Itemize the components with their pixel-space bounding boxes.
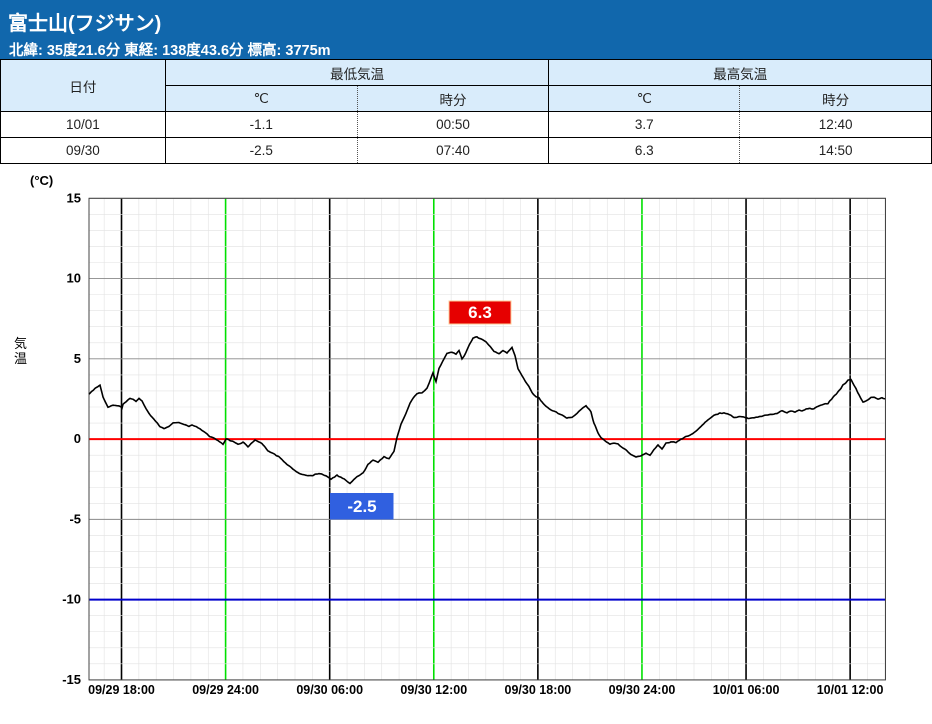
svg-text:温: 温 — [14, 351, 27, 366]
svg-text:10/01 12:00: 10/01 12:00 — [817, 683, 884, 697]
svg-text:5: 5 — [74, 351, 81, 366]
svg-text:09/30 24:00: 09/30 24:00 — [609, 683, 676, 697]
svg-text:09/30 06:00: 09/30 06:00 — [296, 683, 363, 697]
svg-text:(°C): (°C) — [30, 173, 53, 188]
svg-text:0: 0 — [74, 431, 81, 446]
svg-text:6.3: 6.3 — [468, 303, 492, 322]
svg-text:10: 10 — [67, 271, 81, 286]
svg-text:-10: -10 — [62, 592, 81, 607]
svg-text:10/01 06:00: 10/01 06:00 — [713, 683, 780, 697]
svg-text:-15: -15 — [62, 672, 81, 687]
svg-text:09/29 18:00: 09/29 18:00 — [88, 683, 155, 697]
svg-text:-2.5: -2.5 — [347, 497, 376, 516]
svg-text:09/29 24:00: 09/29 24:00 — [192, 683, 259, 697]
svg-text:-5: -5 — [69, 511, 81, 526]
svg-text:09/30 18:00: 09/30 18:00 — [505, 683, 572, 697]
svg-text:09/30 12:00: 09/30 12:00 — [400, 683, 467, 697]
svg-text:気: 気 — [14, 336, 27, 351]
svg-text:15: 15 — [67, 190, 81, 205]
